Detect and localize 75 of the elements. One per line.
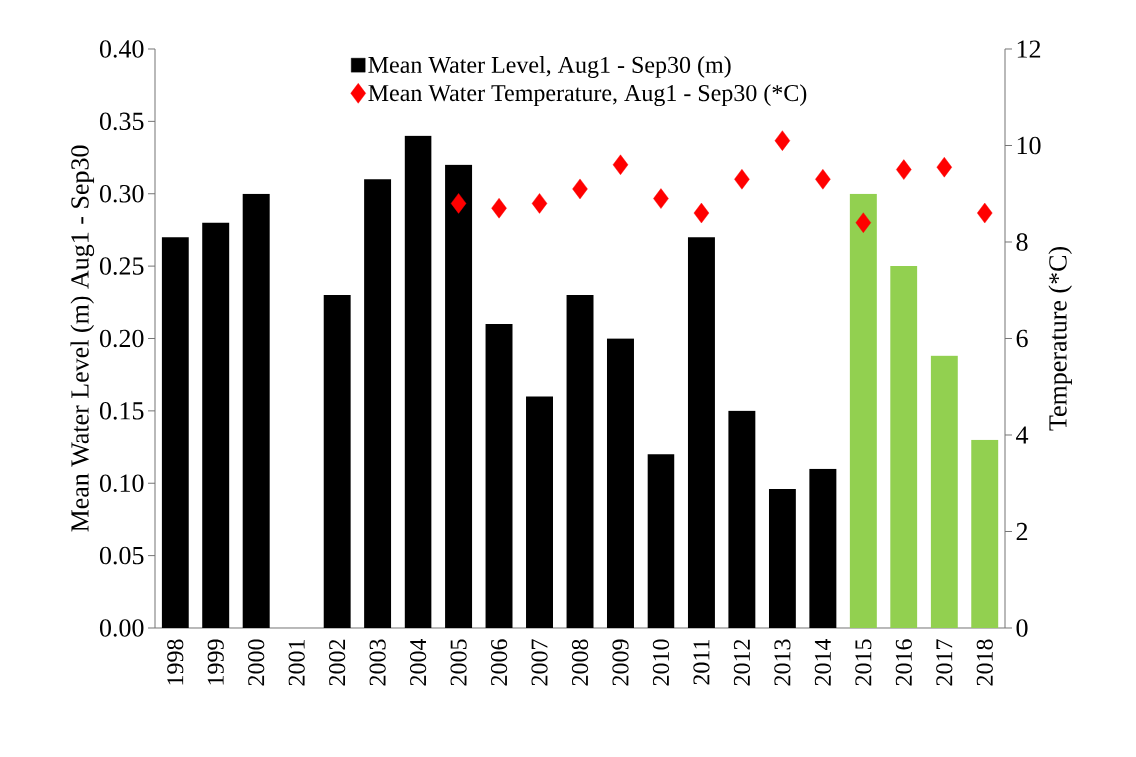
legend-label: Mean Water Level, Aug1 - Sep30 (m) [368, 56, 731, 78]
bar [890, 266, 918, 628]
bar [971, 439, 999, 628]
x-tick-label: 2000 [248, 639, 265, 686]
point [855, 212, 872, 233]
bar [364, 179, 392, 628]
y-tick-label: 0.30 [99, 184, 144, 203]
y-tick-label: 0.10 [99, 474, 144, 493]
y2-axis-title: Temperature (*C) [1048, 247, 1072, 431]
point [734, 169, 750, 190]
x-tick-label: 2009 [612, 639, 629, 686]
x-tick-label: 2010 [652, 639, 670, 686]
x-tick-label: 2005 [450, 639, 467, 686]
bar [161, 237, 189, 628]
x-tick-label: 1998 [167, 639, 184, 685]
x-tick-label: 2002 [329, 639, 346, 686]
y2-tick-label: 10 [1017, 136, 1041, 155]
x-tick-label: 1999 [207, 639, 224, 685]
y2-tick-label: 4 [1016, 426, 1029, 444]
bar [606, 338, 634, 628]
y-tick-label: 0.00 [99, 619, 144, 637]
bar [687, 237, 715, 628]
bar [485, 324, 513, 628]
point [815, 169, 831, 190]
x-tick-label: 2003 [369, 639, 386, 686]
bar [445, 164, 473, 628]
bar [566, 295, 594, 628]
point [572, 178, 588, 200]
y-tick-label: 0.25 [99, 257, 144, 275]
bar [849, 193, 877, 628]
y-tick-label: 0.40 [99, 40, 144, 58]
bar [728, 410, 756, 628]
x-tick-label: 2014 [814, 638, 831, 686]
bar [647, 454, 675, 628]
x-tick-label: 2007 [531, 639, 548, 686]
point [612, 154, 629, 175]
y-tick-label: 0.15 [99, 402, 144, 420]
x-tick-label: 2013 [774, 639, 791, 686]
x-tick-label: 2017 [936, 639, 953, 686]
bar [404, 135, 432, 628]
bar [809, 468, 837, 628]
point [450, 193, 467, 214]
y-tick-label: 0.05 [99, 546, 144, 565]
y-tick-label: 0.35 [99, 112, 144, 131]
y-tick-label: 0.20 [99, 329, 144, 348]
x-tick-label: 2018 [976, 639, 993, 686]
point [774, 130, 791, 151]
bar [526, 396, 554, 628]
x-tick-label: 2016 [895, 639, 912, 686]
y2-tick-label: 8 [1016, 233, 1028, 251]
bar [930, 355, 958, 628]
point [653, 188, 669, 209]
point [896, 159, 912, 180]
point [936, 157, 952, 178]
legend-label: Mean Water Temperature, Aug1 - Sep30 (*C) [368, 84, 807, 107]
y2-tick-label: 0 [1016, 619, 1028, 637]
point [531, 193, 548, 214]
x-tick-label: 2015 [855, 639, 872, 686]
x-tick-label: 2008 [571, 639, 589, 686]
bar [323, 295, 351, 628]
x-tick-label: 2011 [693, 639, 710, 685]
point [977, 202, 993, 224]
bar [242, 193, 270, 628]
y2-tick-label: 2 [1016, 522, 1028, 541]
y2-tick-label: 6 [1016, 329, 1028, 348]
x-tick-label: 2012 [733, 639, 751, 686]
y2-tick-label: 12 [1017, 40, 1041, 58]
point [491, 198, 507, 219]
x-tick-label: 2001 [288, 639, 305, 686]
x-tick-label: 2004 [410, 638, 427, 686]
point [693, 202, 710, 224]
y-axis-title: Mean Water Level (m) Aug1 - Sep30 [70, 145, 95, 532]
bar [768, 489, 796, 628]
x-tick-label: 2006 [490, 639, 508, 686]
bar [202, 222, 230, 628]
